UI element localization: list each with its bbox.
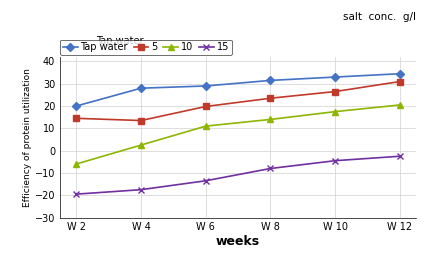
Tap water xyxy=(74,104,79,107)
5 xyxy=(268,97,273,100)
15 xyxy=(397,155,402,158)
Tap water xyxy=(139,87,144,90)
15 xyxy=(268,167,273,170)
Tap water xyxy=(203,84,208,88)
10 xyxy=(332,110,338,113)
5 xyxy=(74,117,79,120)
Line: 15: 15 xyxy=(73,153,403,198)
10 xyxy=(74,162,79,166)
5 xyxy=(332,90,338,93)
Line: 5: 5 xyxy=(73,79,403,123)
5 xyxy=(139,119,144,122)
Tap water xyxy=(268,79,273,82)
10 xyxy=(397,103,402,106)
X-axis label: weeks: weeks xyxy=(216,235,260,248)
Text: Tap water: Tap water xyxy=(96,36,143,46)
Line: Tap water: Tap water xyxy=(73,71,403,109)
5 xyxy=(203,105,208,108)
15 xyxy=(203,179,208,182)
10 xyxy=(139,143,144,147)
Line: 10: 10 xyxy=(73,102,403,167)
15 xyxy=(74,193,79,196)
Tap water xyxy=(397,72,402,75)
15 xyxy=(332,159,338,162)
15 xyxy=(139,188,144,191)
Legend: Tap water, 5, 10, 15: Tap water, 5, 10, 15 xyxy=(60,40,232,55)
5 xyxy=(397,80,402,83)
10 xyxy=(203,125,208,128)
10 xyxy=(268,118,273,121)
Tap water xyxy=(332,76,338,79)
Text: salt  conc.  g/l: salt conc. g/l xyxy=(343,12,416,22)
Y-axis label: Efficiency of protein utilization: Efficiency of protein utilization xyxy=(23,68,32,207)
